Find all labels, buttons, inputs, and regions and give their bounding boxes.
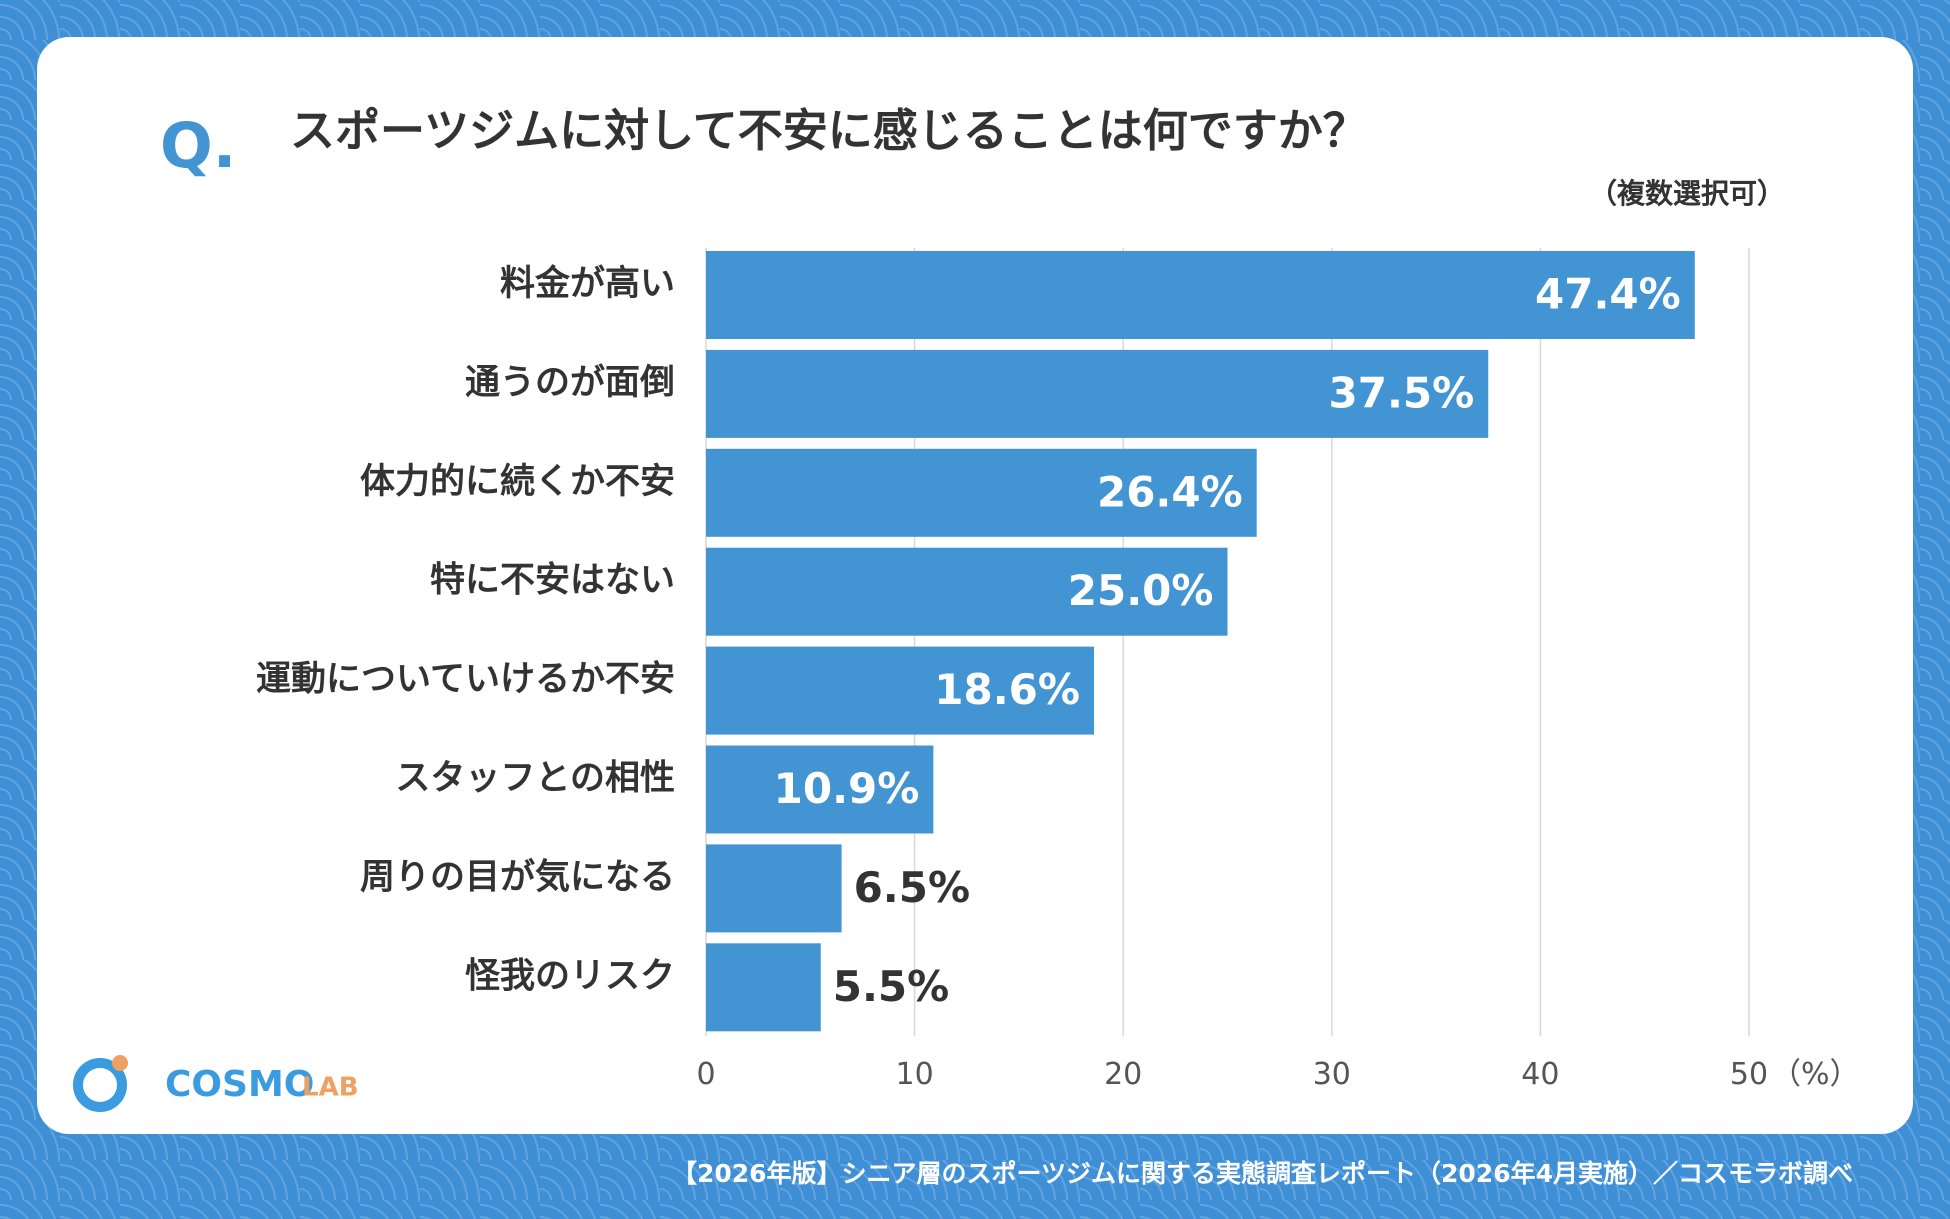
- bar: [706, 745, 934, 834]
- value-label: 5.5%: [833, 962, 949, 1011]
- value-label: 25.0%: [1068, 566, 1214, 615]
- subtitle: （複数選択可）: [1589, 177, 1785, 210]
- bar: [706, 844, 842, 933]
- x-tick-label: 20: [1104, 1057, 1142, 1092]
- category-label: 周りの目が気になる: [360, 857, 675, 897]
- category-label: スタッフとの相性: [395, 759, 675, 799]
- x-tick-label: 50: [1730, 1057, 1768, 1092]
- value-label: 10.9%: [774, 764, 920, 813]
- bar: [706, 448, 1257, 537]
- bar: [706, 349, 1489, 438]
- chart-title: スポーツジムに対して不安に感じることは何ですか？: [290, 104, 1368, 157]
- x-tick-label: 30: [1313, 1057, 1351, 1092]
- category-label: 体力的に続くか不安: [360, 462, 675, 502]
- bar: [706, 943, 821, 1032]
- value-label: 18.6%: [934, 665, 1080, 714]
- category-label: 特に不安はない: [430, 561, 675, 601]
- bar: [706, 251, 1695, 339]
- x-tick-label: 40: [1521, 1057, 1559, 1092]
- logo: COSMO LAB: [73, 1055, 359, 1112]
- x-tick-label: 0: [696, 1057, 715, 1092]
- x-axis-unit: （%）: [1771, 1057, 1860, 1092]
- logo-icon: [73, 1058, 127, 1112]
- category-label: 料金が高い: [500, 263, 675, 304]
- logo-icon: [112, 1055, 128, 1071]
- bar: [706, 646, 1094, 735]
- category-label: 怪我のリスク: [465, 956, 675, 996]
- x-tick-label: 10: [896, 1057, 934, 1092]
- q-marker: Q.: [160, 109, 236, 182]
- category-label: 通うのが面倒: [465, 363, 675, 403]
- source: 【2026年版】シニア層のスポーツジムに関する実態調査レポート（2026年4月実…: [672, 1159, 1853, 1188]
- logo-main: COSMO: [165, 1064, 314, 1105]
- value-label: 6.5%: [854, 863, 970, 912]
- value-label: 26.4%: [1097, 467, 1243, 516]
- value-label: 37.5%: [1329, 368, 1475, 417]
- value-label: 47.4%: [1535, 270, 1681, 319]
- bar: [706, 547, 1228, 636]
- logo-sub: LAB: [302, 1073, 359, 1103]
- category-label: 運動についていけるか不安: [256, 660, 675, 700]
